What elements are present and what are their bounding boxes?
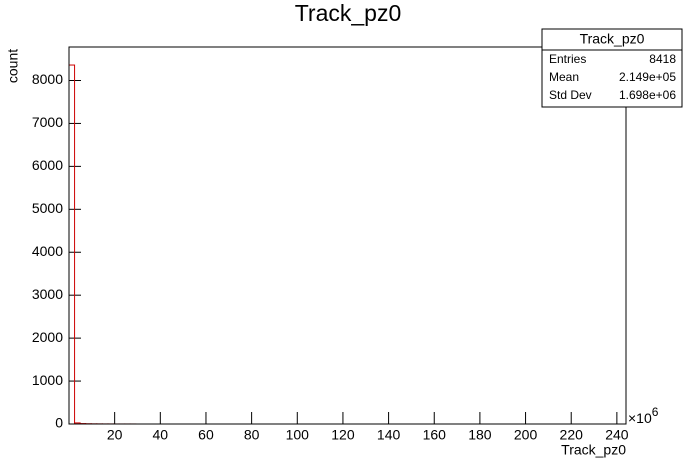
y-tick-label: 0 (55, 415, 63, 431)
x-tick-label: 40 (153, 427, 169, 443)
y-tick-label: 3000 (32, 286, 63, 302)
stats-value: 2.149e+05 (619, 70, 676, 84)
x-tick-label: 80 (244, 427, 260, 443)
stats-label: Std Dev (549, 88, 592, 102)
x-tick-label: 180 (468, 427, 492, 443)
y-tick-label: 8000 (32, 71, 63, 87)
x-multiplier-exponent: 6 (652, 405, 659, 419)
x-tick-label: 60 (198, 427, 214, 443)
stats-label: Mean (549, 70, 579, 84)
y-tick-label: 5000 (32, 200, 63, 216)
x-tick-label: 200 (514, 427, 538, 443)
stats-box: Track_pz0 Entries 8418 Mean 2.149e+05 Std De… (541, 28, 683, 108)
stats-value: 8418 (649, 52, 676, 66)
y-tick-label: 6000 (32, 157, 63, 173)
x-tick-label: 240 (605, 427, 629, 443)
stats-frame (541, 28, 683, 108)
stats-value: 1.698e+06 (619, 88, 676, 102)
y-tick-label: 1000 (32, 372, 63, 388)
chart-title: Track_pz0 (295, 0, 402, 26)
y-tick-label: 7000 (32, 114, 63, 130)
x-tick-label: 220 (560, 427, 584, 443)
x-tick-label: 20 (107, 427, 123, 443)
x-axis-label: Track_pz0 (561, 442, 626, 458)
x-multiplier-base: ×10 (628, 410, 652, 426)
stats-title: Track_pz0 (580, 31, 645, 47)
y-tick-label: 4000 (32, 243, 63, 259)
x-tick-label: 140 (377, 427, 401, 443)
x-tick-label: 120 (331, 427, 355, 443)
stats-label: Entries (549, 52, 586, 66)
x-multiplier: ×106 (628, 405, 659, 426)
x-tick-label: 160 (423, 427, 447, 443)
frame (68, 46, 627, 425)
y-tick-label: 2000 (32, 329, 63, 345)
x-tick-label: 100 (286, 427, 310, 443)
y-axis-label: count (5, 49, 21, 83)
